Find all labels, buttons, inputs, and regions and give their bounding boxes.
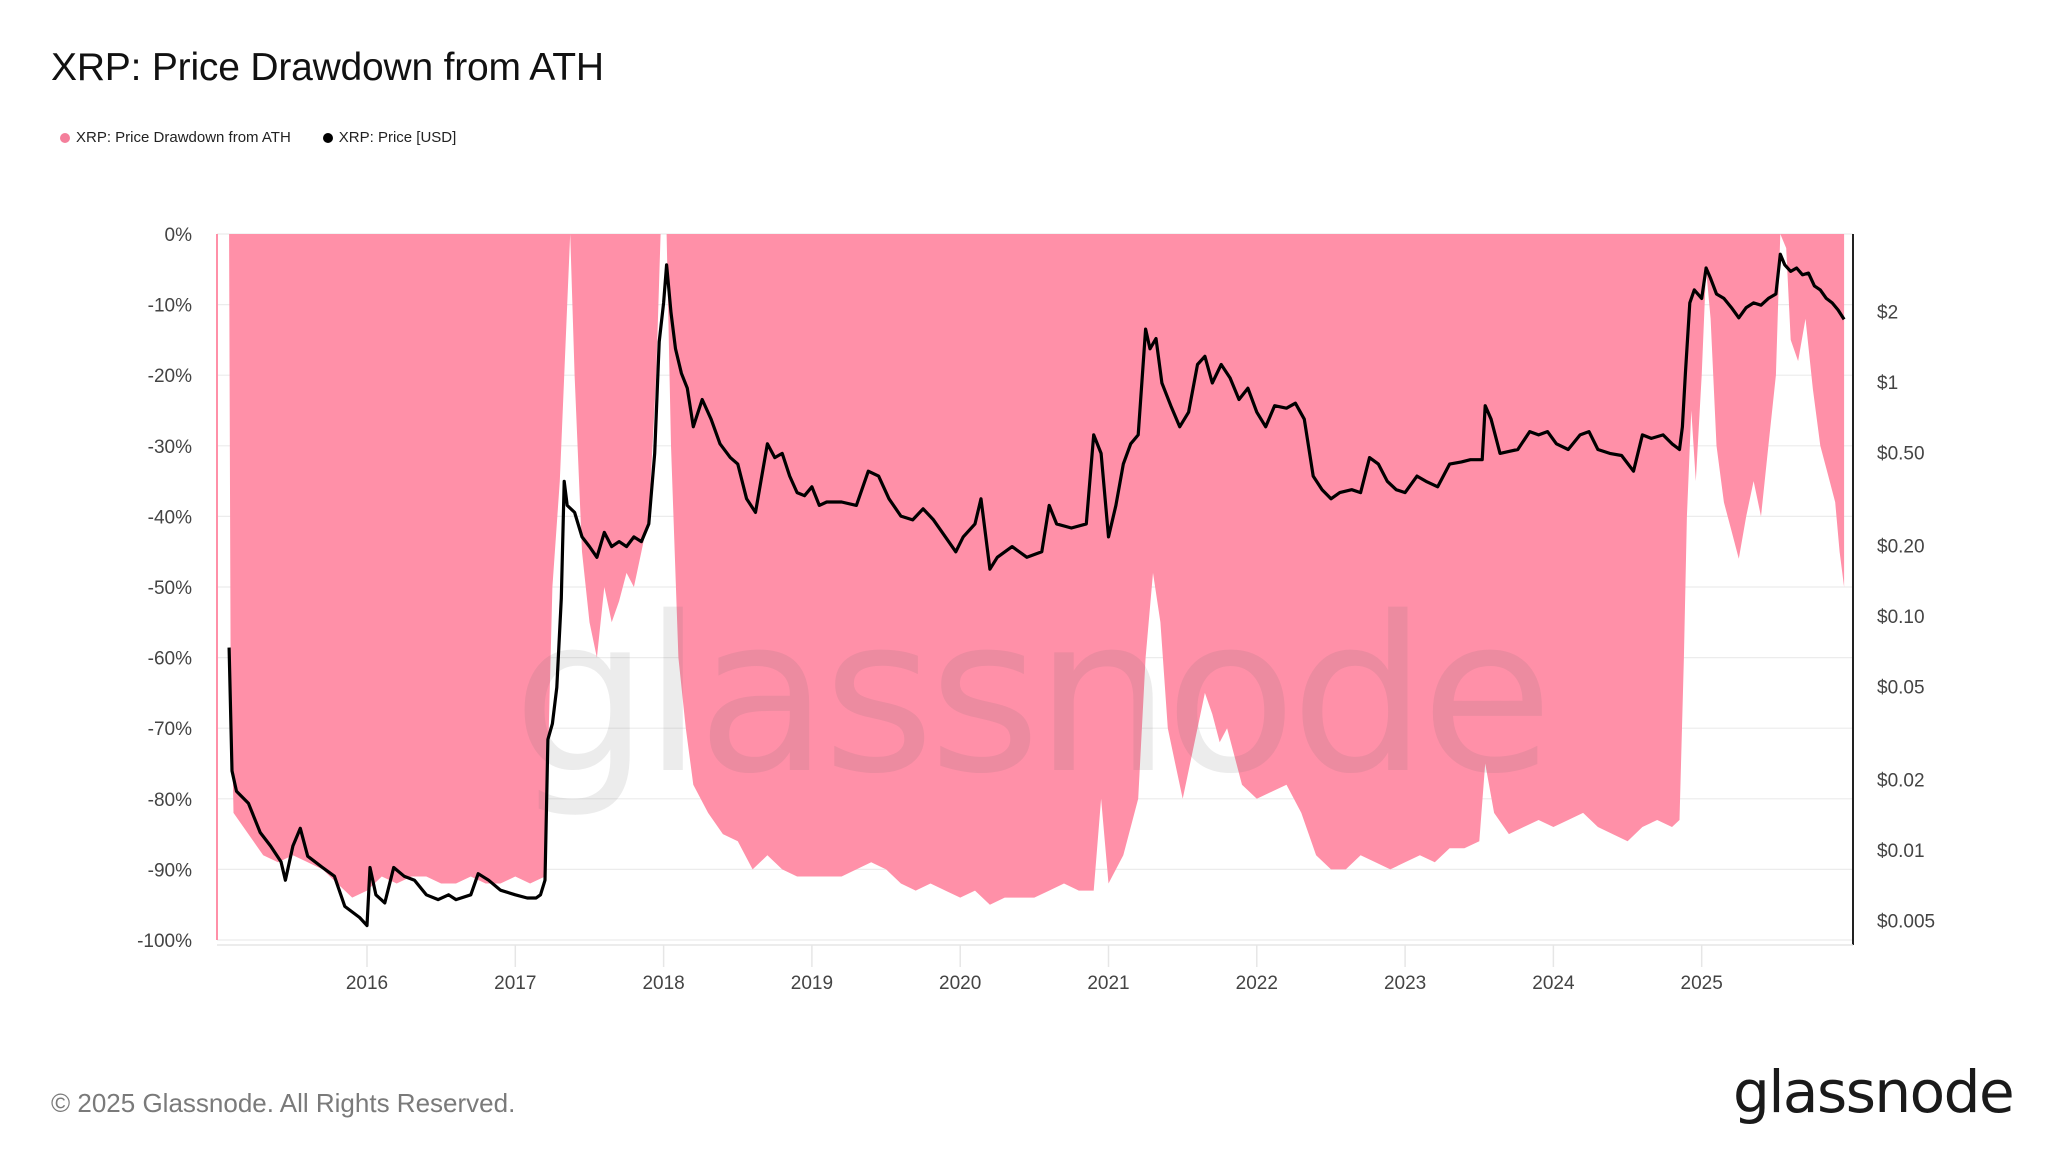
legend-label-price: XRP: Price [USD] [338,129,457,146]
price-line [227,252,1846,928]
legend-dot-price-icon [322,132,333,143]
watermark: glassnode [513,570,1548,821]
x-axis: 2016 2017 2018 2019 2020 2021 2022 2023 2024 2025 [346,973,1723,994]
chart-title: XRP: Price Drawdown from ATH [51,46,604,89]
svg-text:-30%: -30% [148,437,192,458]
svg-text:-100%: -100% [137,931,192,952]
y-axis-left: 0% -10% -20% -30% -40% -50% -60% -70% -80% -90% -1… [137,225,192,952]
svg-text:-80%: -80% [148,790,192,811]
svg-text:-10%: -10% [148,296,192,317]
svg-text:2016: 2016 [346,973,388,994]
legend-item-drawdown[interactable]: XRP: Price Drawdown from ATH [60,129,291,146]
copyright-text: © 2025 Glassnode. All Rights Reserved. [51,1088,516,1118]
svg-text:$0.20: $0.20 [1877,537,1925,558]
svg-text:2021: 2021 [1087,973,1129,994]
svg-text:2017: 2017 [494,973,536,994]
svg-text:2018: 2018 [642,973,684,994]
svg-text:-60%: -60% [148,649,192,670]
svg-text:2025: 2025 [1681,973,1723,994]
svg-text:-70%: -70% [148,719,192,740]
legend: XRP: Price Drawdown from ATH XRP: Price … [60,129,488,146]
svg-text:$0.10: $0.10 [1877,607,1925,628]
svg-text:$0.02: $0.02 [1877,771,1925,792]
svg-text:$0.01: $0.01 [1877,841,1925,862]
svg-text:-40%: -40% [148,507,192,528]
svg-text:2024: 2024 [1532,973,1575,994]
legend-label-drawdown: XRP: Price Drawdown from ATH [76,129,291,146]
svg-text:$1: $1 [1877,373,1898,394]
svg-text:$2: $2 [1877,303,1898,324]
svg-text:2020: 2020 [939,973,981,994]
svg-text:$0.50: $0.50 [1877,443,1925,464]
y-axis-right: $2 $1 $0.50 $0.20 $0.10 $0.05 $0.02 $0.01 $0.005 [1877,303,1935,933]
glassnode-logo[interactable]: glassnode [1733,1058,2015,1126]
svg-text:2023: 2023 [1384,973,1426,994]
svg-text:-20%: -20% [148,366,192,387]
svg-text:0%: 0% [165,225,193,246]
svg-text:$0.05: $0.05 [1877,677,1925,698]
drawdown-area [229,234,1845,905]
svg-text:2022: 2022 [1236,973,1278,994]
svg-text:$0.005: $0.005 [1877,911,1935,932]
legend-item-price[interactable]: XRP: Price [USD] [322,129,457,146]
svg-text:2019: 2019 [791,973,833,994]
svg-text:-50%: -50% [148,578,192,599]
legend-dot-drawdown-icon [60,132,70,143]
svg-text:-90%: -90% [148,860,192,881]
